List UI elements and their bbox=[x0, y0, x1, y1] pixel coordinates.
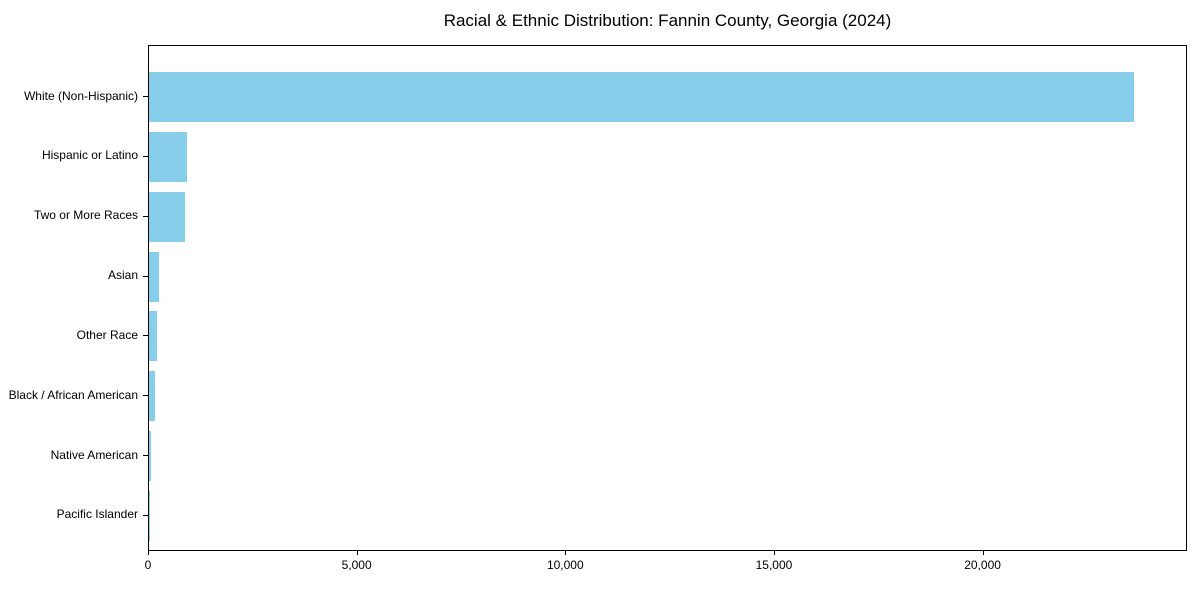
y-axis-label: Two or More Races bbox=[33, 208, 138, 223]
y-axis-label: Black / African American bbox=[8, 387, 138, 402]
y-tick-mark bbox=[143, 96, 148, 97]
y-axis-label: Other Race bbox=[76, 327, 138, 342]
chart-title: Racial & Ethnic Distribution: Fannin Cou… bbox=[443, 11, 892, 30]
y-tick-mark bbox=[143, 335, 148, 337]
y-axis-label: Native American bbox=[50, 447, 138, 462]
y-tick-mark bbox=[143, 514, 148, 516]
x-tick-label: 10,000 bbox=[546, 558, 584, 572]
plot-area bbox=[148, 45, 1187, 551]
y-tick-mark bbox=[143, 275, 148, 277]
y-tick-mark bbox=[143, 455, 148, 457]
y-axis-label: Pacific Islander bbox=[56, 507, 138, 522]
x-tick-mark bbox=[148, 551, 149, 555]
x-tick-label: 0 bbox=[144, 558, 152, 572]
x-tick-mark bbox=[982, 551, 984, 555]
x-tick-mark bbox=[565, 551, 567, 555]
bar bbox=[149, 311, 158, 362]
bar bbox=[149, 371, 156, 422]
bar bbox=[149, 431, 151, 482]
bar bbox=[149, 72, 1134, 122]
x-tick-label: 5,000 bbox=[341, 558, 372, 572]
bar bbox=[149, 191, 186, 242]
y-tick-mark bbox=[143, 395, 148, 397]
x-tick-label: 15,000 bbox=[755, 558, 793, 572]
x-tick-mark bbox=[773, 551, 775, 555]
y-tick-mark bbox=[143, 155, 148, 157]
x-tick-label: 20,000 bbox=[964, 558, 1001, 572]
y-axis-label: White (Non-Hispanic) bbox=[23, 88, 138, 103]
y-axis-label: Hispanic or Latino bbox=[41, 148, 138, 163]
bar bbox=[149, 251, 159, 302]
y-tick-mark bbox=[143, 215, 148, 217]
bar bbox=[149, 131, 187, 182]
y-axis-label: Asian bbox=[107, 268, 138, 283]
x-tick-mark bbox=[356, 551, 358, 555]
